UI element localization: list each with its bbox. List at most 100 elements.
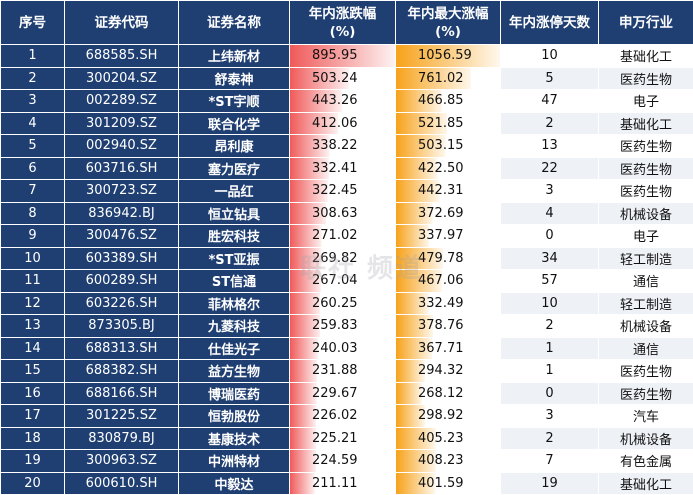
row-max-gain: 408.23 bbox=[395, 449, 501, 473]
row-seq: 1 bbox=[0, 44, 65, 68]
header-name: 证券名称 bbox=[178, 0, 290, 45]
header-change-unit: (%) bbox=[329, 23, 356, 40]
row-max-gain: 405.23 bbox=[395, 426, 501, 450]
row-industry: 轻工制造 bbox=[598, 291, 693, 315]
header-change: 年内涨跌幅 (%) bbox=[289, 0, 396, 45]
row-name: 中毅达 bbox=[178, 471, 290, 495]
table-row: 15 688382.SH 益方生物 231.88 294.32 1 医药生物 bbox=[0, 359, 693, 383]
row-code: 830879.BJ bbox=[64, 426, 179, 450]
row-limit-up-days: 3 bbox=[500, 404, 599, 428]
row-seq: 16 bbox=[0, 381, 65, 405]
row-limit-up-days: 2 bbox=[500, 426, 599, 450]
row-code: 603389.SH bbox=[64, 246, 179, 270]
row-change: 503.24 bbox=[289, 66, 396, 90]
row-limit-up-days: 0 bbox=[500, 381, 599, 405]
row-limit-up-days: 1 bbox=[500, 336, 599, 360]
row-code: 002289.SZ bbox=[64, 89, 179, 113]
row-code: 301225.SZ bbox=[64, 404, 179, 428]
table-row: 6 603716.SH 塞力医疗 332.41 422.50 22 医药生物 bbox=[0, 156, 693, 180]
header-code: 证券代码 bbox=[64, 0, 179, 45]
row-code: 603226.SH bbox=[64, 291, 179, 315]
row-change: 332.41 bbox=[289, 156, 396, 180]
row-industry: 机械设备 bbox=[598, 426, 693, 450]
row-max-gain: 521.85 bbox=[395, 111, 501, 135]
row-change: 225.21 bbox=[289, 426, 396, 450]
table-row: 11 600289.SH ST信通 267.04 467.06 57 通信 bbox=[0, 269, 693, 293]
row-industry: 通信 bbox=[598, 336, 693, 360]
row-code: 873305.BJ bbox=[64, 314, 179, 338]
row-limit-up-days: 0 bbox=[500, 224, 599, 248]
row-change: 308.63 bbox=[289, 201, 396, 225]
table-row: 12 603226.SH 菲林格尔 260.25 332.49 10 轻工制造 bbox=[0, 291, 693, 315]
row-max-gain: 479.78 bbox=[395, 246, 501, 270]
row-max-gain: 298.92 bbox=[395, 404, 501, 428]
table-row: 4 301209.SZ 联合化学 412.06 521.85 2 基础化工 bbox=[0, 111, 693, 135]
row-name: 恒勃股份 bbox=[178, 404, 290, 428]
row-name: 胜宏科技 bbox=[178, 224, 290, 248]
row-change: 211.11 bbox=[289, 471, 396, 495]
header-row: 序号 证券代码 证券名称 年内涨跌幅 (%) 年内最大涨幅 (%) 年内涨停天数… bbox=[0, 0, 693, 45]
row-max-gain: 337.97 bbox=[395, 224, 501, 248]
table-row: 14 688313.SH 仕佳光子 240.03 367.71 1 通信 bbox=[0, 336, 693, 360]
row-code: 002940.SZ bbox=[64, 134, 179, 158]
row-seq: 6 bbox=[0, 156, 65, 180]
row-change: 259.83 bbox=[289, 314, 396, 338]
row-seq: 20 bbox=[0, 471, 65, 495]
row-name: 基康技术 bbox=[178, 426, 290, 450]
row-code: 301209.SZ bbox=[64, 111, 179, 135]
row-industry: 机械设备 bbox=[598, 314, 693, 338]
row-limit-up-days: 4 bbox=[500, 201, 599, 225]
header-max-gain: 年内最大涨幅 (%) bbox=[395, 0, 501, 45]
row-seq: 2 bbox=[0, 66, 65, 90]
row-code: 688166.SH bbox=[64, 381, 179, 405]
row-change: 240.03 bbox=[289, 336, 396, 360]
row-change: 267.04 bbox=[289, 269, 396, 293]
row-change: 231.88 bbox=[289, 359, 396, 383]
row-industry: 基础化工 bbox=[598, 111, 693, 135]
row-limit-up-days: 10 bbox=[500, 291, 599, 315]
row-limit-up-days: 13 bbox=[500, 134, 599, 158]
row-seq: 14 bbox=[0, 336, 65, 360]
row-limit-up-days: 57 bbox=[500, 269, 599, 293]
row-code: 688382.SH bbox=[64, 359, 179, 383]
row-code: 836942.BJ bbox=[64, 201, 179, 225]
row-code: 300963.SZ bbox=[64, 449, 179, 473]
row-name: 舒泰神 bbox=[178, 66, 290, 90]
row-change: 269.82 bbox=[289, 246, 396, 270]
table-row: 3 002289.SZ *ST宇顺 443.26 466.85 47 电子 bbox=[0, 89, 693, 113]
table-row: 18 830879.BJ 基康技术 225.21 405.23 2 机械设备 bbox=[0, 426, 693, 450]
row-limit-up-days: 1 bbox=[500, 359, 599, 383]
row-seq: 5 bbox=[0, 134, 65, 158]
row-industry: 基础化工 bbox=[598, 471, 693, 495]
table-row: 8 836942.BJ 恒立钻具 308.63 372.69 4 机械设备 bbox=[0, 201, 693, 225]
row-max-gain: 1056.59 bbox=[395, 44, 501, 68]
row-seq: 18 bbox=[0, 426, 65, 450]
row-max-gain: 466.85 bbox=[395, 89, 501, 113]
row-name: 仕佳光子 bbox=[178, 336, 290, 360]
row-limit-up-days: 2 bbox=[500, 111, 599, 135]
row-max-gain: 268.12 bbox=[395, 381, 501, 405]
row-industry: 轻工制造 bbox=[598, 246, 693, 270]
row-name: 昂利康 bbox=[178, 134, 290, 158]
row-name: 菲林格尔 bbox=[178, 291, 290, 315]
row-change: 443.26 bbox=[289, 89, 396, 113]
row-limit-up-days: 34 bbox=[500, 246, 599, 270]
row-industry: 医药生物 bbox=[598, 156, 693, 180]
header-seq: 序号 bbox=[0, 0, 65, 45]
header-max-gain-title: 年内最大涨幅 bbox=[407, 5, 489, 22]
row-max-gain: 467.06 bbox=[395, 269, 501, 293]
row-limit-up-days: 3 bbox=[500, 179, 599, 203]
table-row: 5 002940.SZ 昂利康 338.22 503.15 13 医药生物 bbox=[0, 134, 693, 158]
table-row: 17 301225.SZ 恒勃股份 226.02 298.92 3 汽车 bbox=[0, 404, 693, 428]
row-change: 412.06 bbox=[289, 111, 396, 135]
row-code: 300723.SZ bbox=[64, 179, 179, 203]
row-limit-up-days: 10 bbox=[500, 44, 599, 68]
row-name: 九菱科技 bbox=[178, 314, 290, 338]
row-seq: 8 bbox=[0, 201, 65, 225]
row-code: 300476.SZ bbox=[64, 224, 179, 248]
row-max-gain: 294.32 bbox=[395, 359, 501, 383]
row-industry: 电子 bbox=[598, 89, 693, 113]
row-name: *ST宇顺 bbox=[178, 89, 290, 113]
table-row: 10 603389.SH *ST亚振 269.82 479.78 34 轻工制造 bbox=[0, 246, 693, 270]
